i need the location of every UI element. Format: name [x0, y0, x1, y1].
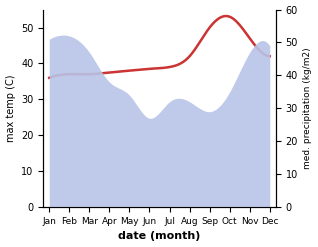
X-axis label: date (month): date (month)	[118, 231, 201, 242]
Y-axis label: med. precipitation (kg/m2): med. precipitation (kg/m2)	[303, 48, 313, 169]
Y-axis label: max temp (C): max temp (C)	[5, 75, 16, 142]
